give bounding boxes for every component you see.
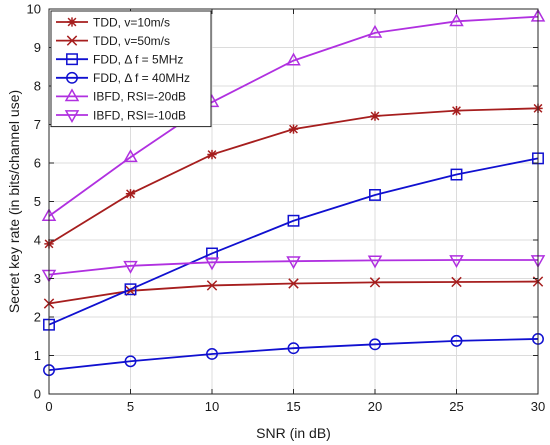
- data-point: [286, 52, 301, 66]
- series-line: [48, 15, 539, 217]
- legend-marker: [66, 71, 78, 84]
- legend-label: IBFD, RSI=-20dB: [93, 90, 186, 104]
- data-point: [369, 277, 381, 288]
- y-tick-label: 1: [34, 348, 41, 363]
- legend-label: FDD, Δ f = 5MHz: [93, 53, 183, 67]
- series-6: [41, 255, 546, 283]
- tick-labels: 0 5 10 15 20 25 30 0 1 2 3 4 5 6 7 8 9 10: [27, 2, 546, 415]
- series-layer: [41, 8, 546, 377]
- series-line: [48, 157, 539, 326]
- data-point: [286, 256, 301, 270]
- legend-item: TDD, v=50m/s: [56, 34, 170, 48]
- x-tick-label: 25: [449, 399, 463, 414]
- x-tick-label: 20: [368, 399, 382, 414]
- data-point: [450, 334, 463, 347]
- legend-marker: [66, 53, 78, 66]
- data-point: [123, 149, 138, 163]
- data-point: [204, 257, 220, 271]
- legend-marker: [66, 35, 78, 46]
- data-point: [369, 338, 381, 351]
- legend-label: TDD, v=50m/s: [93, 34, 170, 48]
- x-tick-label: 15: [286, 399, 300, 414]
- x-axis-title: SNR (in dB): [256, 425, 331, 441]
- y-tick-label: 10: [27, 2, 41, 17]
- data-point: [450, 168, 463, 181]
- data-point: [451, 276, 462, 288]
- legend-item: TDD, v=10m/s: [56, 15, 170, 29]
- x-tick-label: 0: [45, 399, 52, 414]
- legend-marker: [64, 88, 80, 102]
- y-tick-label: 0: [34, 387, 41, 402]
- data-point: [124, 283, 137, 296]
- legend-item: FDD, Δ f = 5MHz: [56, 53, 183, 67]
- data-point: [207, 149, 217, 160]
- y-tick-label: 8: [34, 79, 41, 94]
- series-4: [43, 332, 544, 377]
- y-tick-label: 5: [34, 194, 41, 209]
- legend-item: FDD, Δ f = 40MHz: [56, 71, 190, 85]
- legend-item: IBFD, RSI=-10dB: [56, 108, 186, 124]
- data-point: [124, 355, 137, 368]
- data-point: [451, 105, 462, 116]
- data-point: [287, 342, 300, 355]
- data-point: [367, 255, 383, 269]
- series-line: [48, 259, 538, 276]
- legend-label: TDD, v=10m/s: [93, 15, 170, 29]
- series-2: [43, 276, 544, 309]
- data-point: [288, 278, 299, 289]
- data-point: [370, 111, 380, 121]
- legend-item: IBFD, RSI=-20dB: [56, 88, 186, 104]
- data-point: [369, 189, 381, 201]
- legend: TDD, v=10m/s TDD, v=50m/s FDD, Δ f = 5MHz F…: [50, 10, 212, 128]
- legend-label: IBFD, RSI=-10dB: [93, 108, 186, 122]
- legend-marker: [67, 17, 77, 27]
- x-tick-label: 10: [205, 399, 219, 414]
- data-point: [206, 348, 218, 360]
- y-tick-label: 2: [34, 310, 41, 325]
- series-line: [48, 338, 539, 372]
- data-point: [206, 280, 218, 291]
- data-point: [288, 124, 299, 134]
- y-tick-label: 6: [34, 156, 41, 171]
- data-point: [287, 214, 300, 227]
- y-axis-title: Secret key rate (in bits/channel use): [6, 90, 22, 313]
- data-point: [123, 260, 138, 274]
- legend-label: FDD, Δ f = 40MHz: [93, 71, 190, 85]
- x-tick-label: 30: [531, 399, 545, 414]
- y-tick-label: 9: [34, 40, 41, 55]
- legend-marker: [64, 110, 80, 124]
- y-tick-label: 3: [34, 271, 41, 286]
- data-point: [449, 13, 464, 27]
- y-tick-label: 7: [34, 117, 41, 132]
- legend-box: [50, 10, 212, 128]
- x-tick-label: 5: [127, 399, 134, 414]
- data-point: [449, 255, 464, 269]
- y-tick-label: 4: [34, 233, 41, 248]
- data-point: [125, 189, 136, 199]
- data-point: [367, 24, 383, 38]
- series-3: [43, 152, 544, 331]
